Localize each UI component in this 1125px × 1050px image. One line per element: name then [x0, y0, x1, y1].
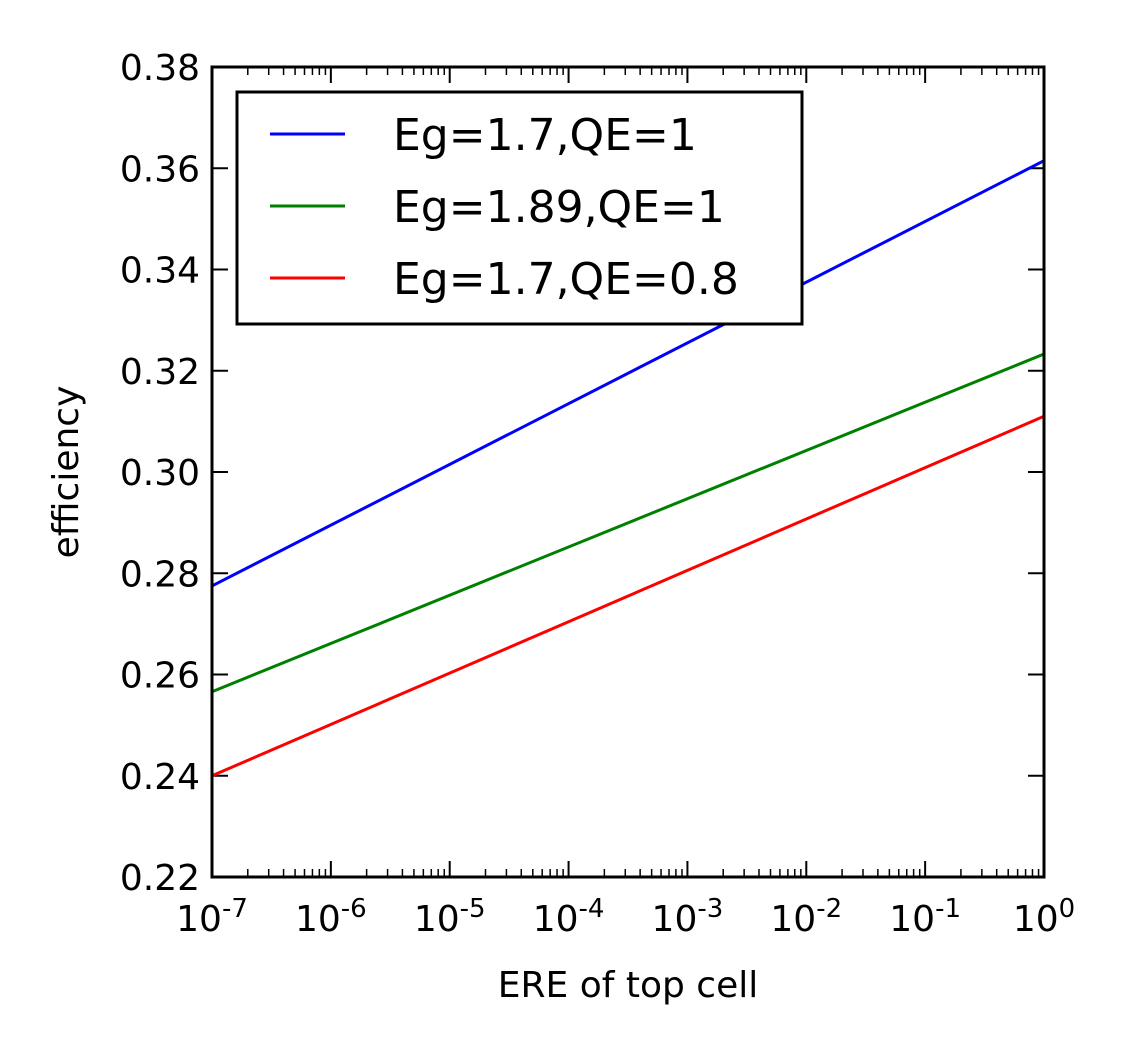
x-tick-label-base: 10 — [1013, 899, 1059, 940]
legend-label-2: Eg=1.89,QE=1 — [393, 182, 725, 233]
x-tick-label: 10-1 — [889, 894, 961, 940]
x-tick-label-base: 10 — [889, 899, 935, 940]
series-layer — [212, 159, 1044, 778]
series-line-1 — [212, 159, 1044, 588]
y-tick-label: 0.34 — [120, 251, 200, 292]
x-tick-label: 100 — [1013, 894, 1075, 940]
x-tick-label-exponent: -4 — [579, 894, 605, 924]
x-tick-label-base: 10 — [770, 899, 816, 940]
x-tick-label-base: 10 — [533, 899, 579, 940]
y-axis-title: efficiency — [46, 386, 87, 559]
x-axis-title: ERE of top cell — [498, 965, 758, 1006]
y-tick-label: 0.38 — [120, 48, 200, 89]
x-tick-label-exponent: -5 — [460, 894, 486, 924]
x-tick-label: 10-4 — [533, 894, 605, 940]
y-tick-label: 0.30 — [120, 453, 200, 494]
x-tick-label-base: 10 — [414, 899, 460, 940]
series-line-2 — [212, 352, 1044, 694]
x-tick-label: 10-3 — [652, 894, 724, 940]
x-tick-label-exponent: -2 — [816, 894, 842, 924]
x-tick-label: 10-6 — [295, 894, 367, 940]
y-tick-label: 0.24 — [120, 757, 200, 798]
series-line-3 — [212, 414, 1044, 778]
plot-frame — [210, 65, 1046, 879]
y-tick-label: 0.36 — [120, 149, 200, 190]
x-tick-label-base: 10 — [295, 899, 341, 940]
x-tick-label-exponent: -3 — [697, 894, 723, 924]
legend: Eg=1.7,QE=1 Eg=1.89,QE=1 Eg=1.7,QE=0.8 — [235, 90, 804, 326]
y-tick-label: 0.22 — [120, 858, 200, 899]
x-tick-label-base: 10 — [176, 899, 222, 940]
x-tick-label: 10-5 — [414, 894, 486, 940]
x-tick-label: 10-2 — [770, 894, 842, 940]
y-tick-label: 0.32 — [120, 352, 200, 393]
x-tick-label-exponent: -7 — [222, 894, 248, 924]
legend-label-1: Eg=1.7,QE=1 — [393, 110, 697, 161]
x-tick-label: 10-7 — [176, 894, 248, 940]
x-tick-label-exponent: -1 — [935, 894, 961, 924]
x-tick-label-exponent: -6 — [341, 894, 367, 924]
x-tick-label-base: 10 — [652, 899, 698, 940]
legend-label-3: Eg=1.7,QE=0.8 — [393, 254, 739, 305]
x-tick-label-exponent: 0 — [1059, 894, 1076, 924]
legend-box — [235, 90, 804, 326]
y-tick-label: 0.26 — [120, 656, 200, 697]
tick-labels-layer: 0.220.240.260.280.300.320.340.360.3810-7… — [120, 48, 1075, 940]
y-tick-label: 0.28 — [120, 554, 200, 595]
